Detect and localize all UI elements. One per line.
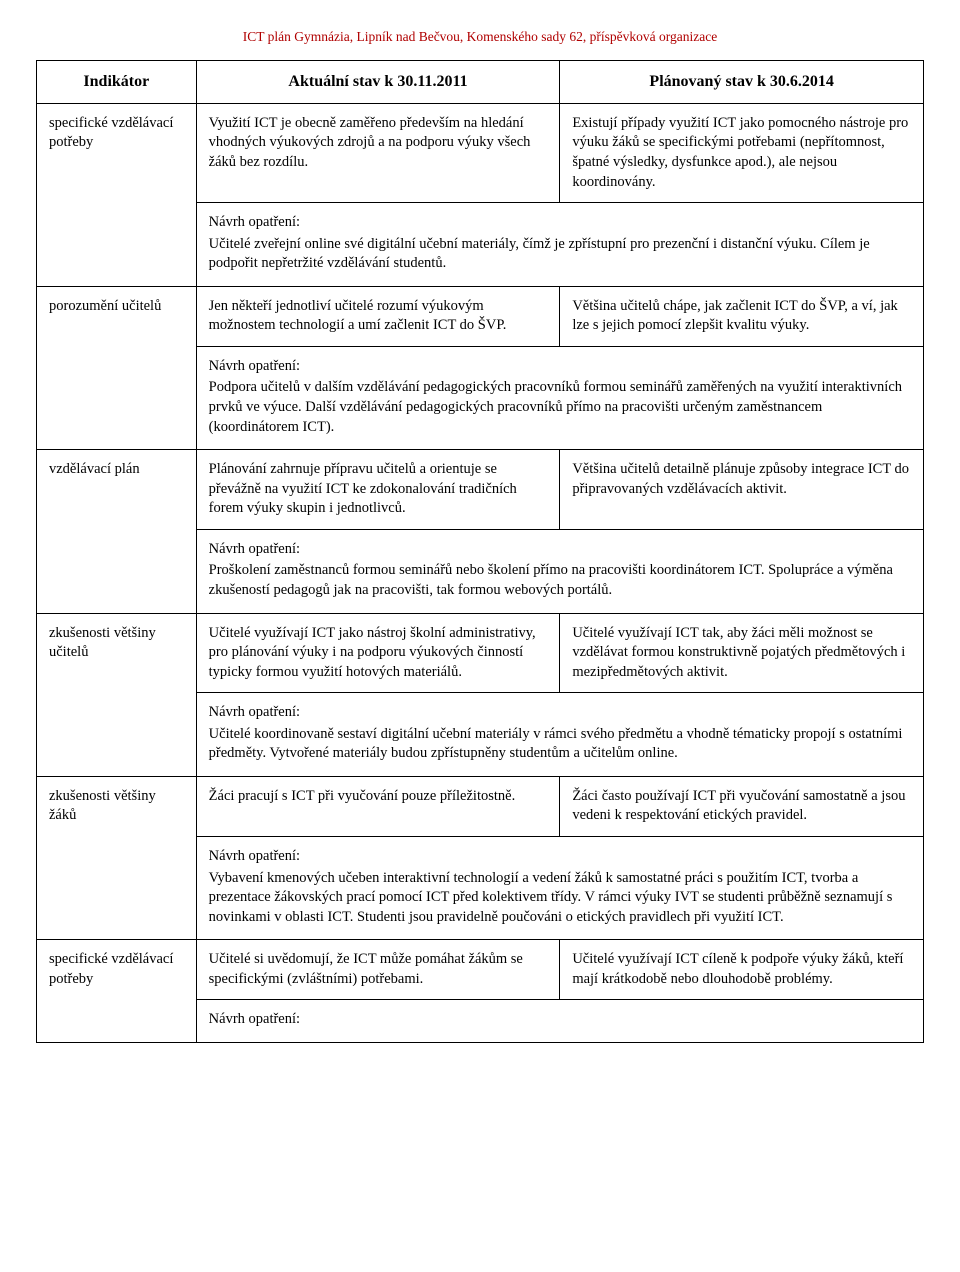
planned-state: Učitelé využívají ICT cíleně k podpoře v… bbox=[560, 940, 924, 1000]
suggestion-label: Návrh opatření: bbox=[209, 704, 300, 720]
header-indicator: Indikátor bbox=[37, 61, 197, 104]
suggestion-text: Učitelé koordinovaně sestaví digitální u… bbox=[209, 725, 911, 764]
suggestion-label: Návrh opatření: bbox=[209, 214, 300, 230]
suggestion-cell: Návrh opatření: Učitelé koordinovaně ses… bbox=[196, 693, 923, 777]
planned-state: Učitelé využívají ICT tak, aby žáci měli… bbox=[560, 613, 924, 693]
indicator-label: zkušenosti většiny žáků bbox=[37, 776, 197, 939]
planned-state: Většina učitelů chápe, jak začlenit ICT … bbox=[560, 286, 924, 346]
suggestion-cell: Návrh opatření: Podpora učitelů v dalším… bbox=[196, 346, 923, 449]
planned-state: Existují případy využití ICT jako pomocn… bbox=[560, 103, 924, 202]
suggestion-label: Návrh opatření: bbox=[209, 1011, 300, 1027]
table-row: zkušenosti většiny učitelů Učitelé využí… bbox=[37, 613, 924, 693]
table-header-row: Indikátor Aktuální stav k 30.11.2011 Plá… bbox=[37, 61, 924, 104]
planned-state: Většina učitelů detailně plánuje způsoby… bbox=[560, 450, 924, 530]
planned-state: Žáci často používají ICT při vyučování s… bbox=[560, 776, 924, 836]
suggestion-label: Návrh opatření: bbox=[209, 541, 300, 557]
indicator-label: vzdělávací plán bbox=[37, 450, 197, 613]
indicator-label: specifické vzdělávací potřeby bbox=[37, 940, 197, 1043]
header-planned-state: Plánovaný stav k 30.6.2014 bbox=[560, 61, 924, 104]
table-row: porozumění učitelů Jen někteří jednotliv… bbox=[37, 286, 924, 346]
indicator-label: specifické vzdělávací potřeby bbox=[37, 103, 197, 286]
suggestion-label: Návrh opatření: bbox=[209, 848, 300, 864]
ict-plan-table: Indikátor Aktuální stav k 30.11.2011 Plá… bbox=[36, 60, 924, 1043]
table-row: specifické vzdělávací potřeby Učitelé si… bbox=[37, 940, 924, 1000]
document-title: ICT plán Gymnázia, Lipník nad Bečvou, Ko… bbox=[36, 28, 924, 46]
indicator-label: zkušenosti většiny učitelů bbox=[37, 613, 197, 776]
table-row: specifické vzdělávací potřeby Využití IC… bbox=[37, 103, 924, 202]
current-state: Učitelé využívají ICT jako nástroj školn… bbox=[196, 613, 560, 693]
header-current-state: Aktuální stav k 30.11.2011 bbox=[196, 61, 560, 104]
indicator-label: porozumění učitelů bbox=[37, 286, 197, 449]
suggestion-cell: Návrh opatření: Proškolení zaměstnanců f… bbox=[196, 529, 923, 613]
suggestion-text: Podpora učitelů v dalším vzdělávání peda… bbox=[209, 378, 911, 437]
suggestion-cell: Návrh opatření: bbox=[196, 1000, 923, 1043]
suggestion-text: Vybavení kmenových učeben interaktivní t… bbox=[209, 869, 911, 928]
table-row: zkušenosti většiny žáků Žáci pracují s I… bbox=[37, 776, 924, 836]
suggestion-text: Proškolení zaměstnanců formou seminářů n… bbox=[209, 561, 911, 600]
current-state: Žáci pracují s ICT při vyučování pouze p… bbox=[196, 776, 560, 836]
current-state: Využití ICT je obecně zaměřeno především… bbox=[196, 103, 560, 202]
suggestion-label: Návrh opatření: bbox=[209, 358, 300, 374]
suggestion-cell: Návrh opatření: Učitelé zveřejní online … bbox=[196, 203, 923, 287]
table-row: vzdělávací plán Plánování zahrnuje přípr… bbox=[37, 450, 924, 530]
current-state: Jen někteří jednotliví učitelé rozumí vý… bbox=[196, 286, 560, 346]
suggestion-cell: Návrh opatření: Vybavení kmenových učebe… bbox=[196, 837, 923, 940]
current-state: Učitelé si uvědomují, že ICT může pomáha… bbox=[196, 940, 560, 1000]
current-state: Plánování zahrnuje přípravu učitelů a or… bbox=[196, 450, 560, 530]
suggestion-text: Učitelé zveřejní online své digitální uč… bbox=[209, 235, 911, 274]
